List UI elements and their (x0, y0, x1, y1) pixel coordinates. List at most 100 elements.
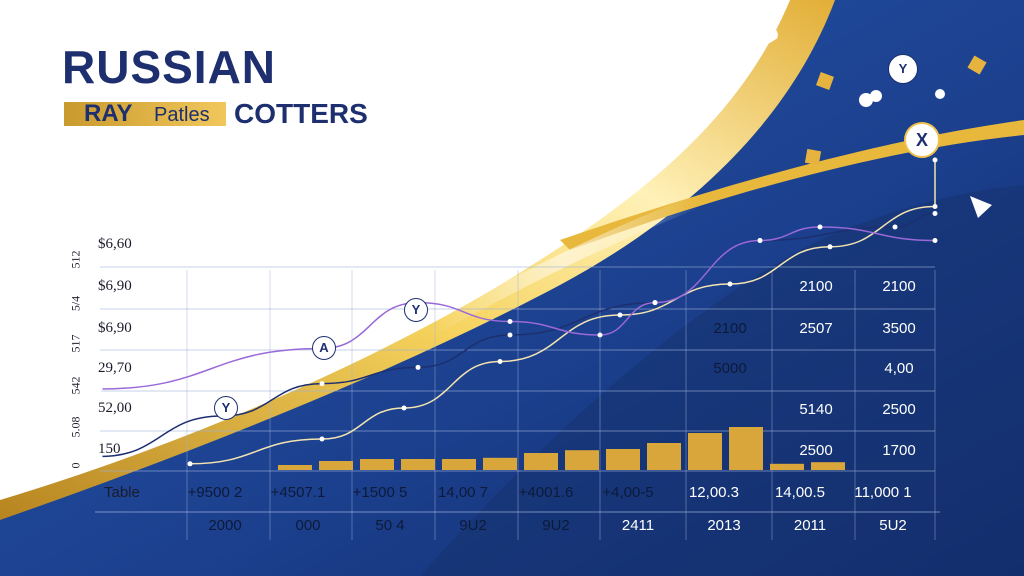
dot-icon-2 (870, 90, 882, 102)
subtitle-bar (64, 102, 226, 126)
gold-square-icon (816, 72, 834, 90)
x-tick-label: 5U2 (879, 517, 907, 534)
dark-wave (420, 185, 1024, 576)
series-point (187, 461, 193, 467)
y-tick-label: $6,90 (98, 278, 132, 294)
table-row-label: Table (104, 484, 140, 501)
series-point (757, 238, 763, 243)
chart-title: RUSSIAN (62, 41, 277, 93)
table-row-value: +1500 5 (352, 484, 408, 501)
dot-icon (859, 93, 873, 107)
series-point (497, 359, 503, 364)
y-tick-label-vertical: 5/4 (68, 295, 83, 312)
series-point (319, 436, 325, 442)
marker-label: Y (404, 298, 428, 322)
series-point (932, 157, 938, 163)
line-series-2 (189, 160, 936, 465)
series-point (727, 281, 733, 287)
series-point (932, 211, 938, 216)
table-row-value: +4,00-5 (602, 484, 654, 501)
series-point (932, 238, 938, 243)
data-label: 2507 (799, 320, 833, 337)
series-point (597, 332, 603, 338)
table-row-value: +9500 2 (187, 484, 243, 501)
table-row-value: +4001.6 (518, 484, 574, 501)
bar (729, 427, 763, 470)
series-point (401, 405, 407, 411)
y-tick-label-vertical: 512 (68, 250, 83, 269)
table-row-value: 14,00.5 (774, 484, 826, 501)
bar (319, 461, 353, 470)
data-label: 2100 (713, 320, 747, 337)
bar (483, 457, 517, 470)
data-label: 3500 (882, 320, 916, 337)
heart-icon (747, 28, 778, 48)
series-point (617, 312, 623, 318)
bar (770, 463, 804, 470)
x-tick-label: 2411 (621, 517, 655, 534)
y-tick-label-vertical: 542 (68, 376, 83, 395)
data-label: 5140 (799, 401, 833, 418)
marker-label: X (904, 122, 940, 158)
series-point (652, 300, 658, 306)
bar (360, 459, 394, 470)
bar (811, 462, 845, 470)
data-label: 2500 (882, 401, 916, 418)
data-label: 2100 (882, 278, 916, 295)
series-point (932, 204, 938, 209)
table-row-value: +4507.1 (270, 484, 326, 501)
gold-square-icon-3 (804, 148, 822, 166)
series-point (827, 244, 833, 250)
series-point (415, 364, 421, 370)
data-label: 4,00 (884, 360, 914, 377)
y-tick-label-vertical: 517 (68, 334, 83, 353)
y-tick-label-vertical: 0 (68, 462, 83, 469)
y-tick-label: 52,00 (98, 400, 132, 416)
data-label: 1700 (882, 442, 916, 459)
bar-series (278, 427, 845, 470)
data-label: 2500 (799, 442, 833, 459)
series-point (507, 319, 513, 324)
series-point (892, 224, 898, 230)
series-point (97, 386, 103, 392)
table-row-value: 14,00 7 (437, 484, 489, 501)
table-row-value: 11,000 1 (854, 484, 912, 501)
bar (565, 450, 599, 470)
series-point (97, 454, 103, 459)
gold-ribbon-upper (560, 120, 1024, 250)
marker-label: Y (214, 396, 238, 420)
y-tick-label: 29,70 (98, 360, 132, 376)
bar (442, 459, 476, 470)
dot-icon-3 (935, 89, 945, 99)
bar (606, 449, 640, 470)
x-tick-label: 2000 (208, 517, 242, 534)
marker-label: Y (888, 54, 918, 84)
bar (401, 459, 435, 470)
x-tick-label: 2011 (793, 517, 827, 534)
x-tick-label: 9U2 (459, 517, 487, 534)
grid-lines (95, 266, 940, 540)
y-tick-label-vertical: 5.08 (68, 416, 83, 438)
x-tick-label: 9U2 (542, 517, 570, 534)
bar (647, 443, 681, 470)
series-point (817, 224, 823, 230)
subtitle-right: COTTERS (234, 98, 368, 129)
bar (278, 465, 312, 470)
x-tick-label: 50 4 (375, 517, 405, 534)
y-tick-label: $6,60 (98, 236, 132, 252)
x-tick-label: 2013 (707, 517, 741, 534)
marker-label: A (312, 336, 336, 360)
data-label: 5000 (713, 360, 747, 377)
data-label: 2100 (799, 278, 833, 295)
y-tick-label: $6,90 (98, 320, 132, 336)
gold-square-icon-2 (967, 55, 987, 75)
ribbon-glow (426, 193, 703, 337)
series-point (319, 381, 325, 387)
subtitle-left: RAY (84, 100, 133, 127)
bar (524, 453, 558, 470)
x-tick-label: 000 (295, 517, 321, 534)
table-row-value: 12,00.3 (688, 484, 740, 501)
y-tick-label: 150 (98, 441, 121, 457)
